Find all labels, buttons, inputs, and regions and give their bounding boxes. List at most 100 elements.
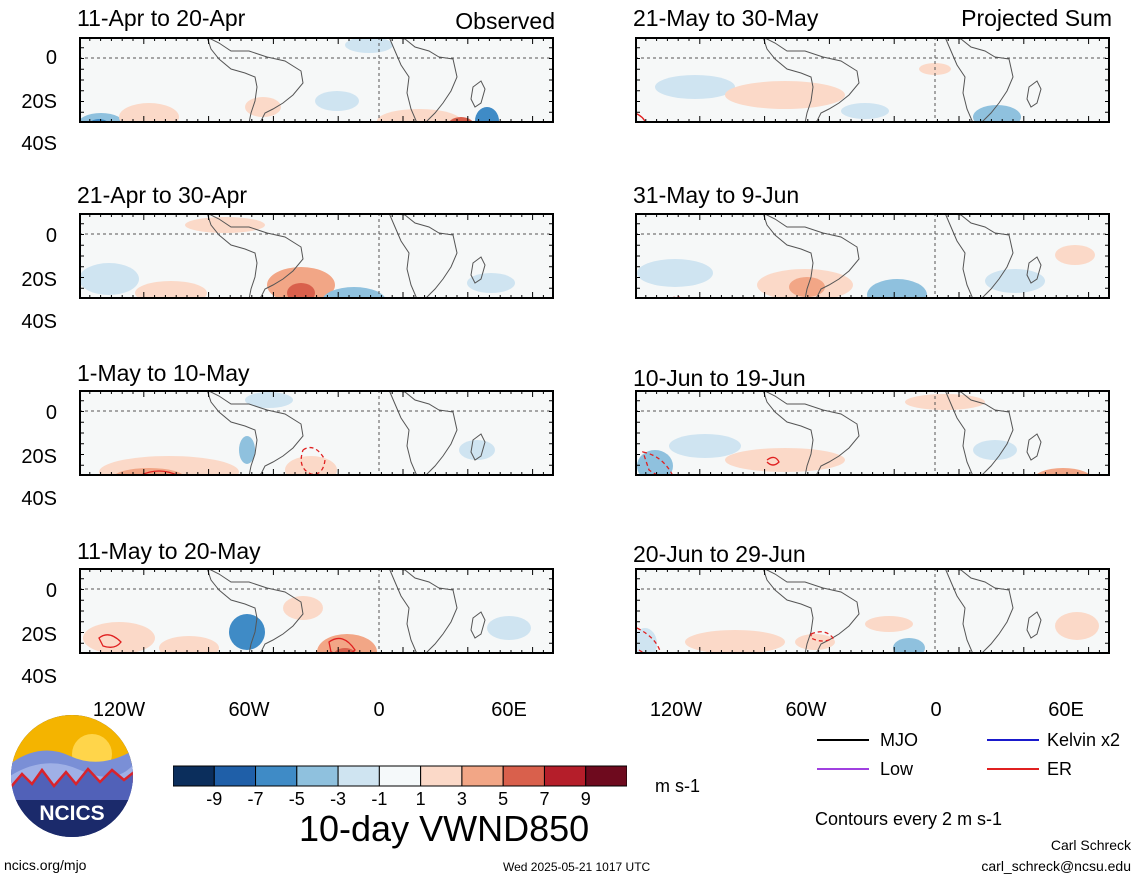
colorbar-swatch [420, 765, 463, 787]
colorbar-tick-label: -9 [206, 789, 223, 809]
x-tick-label: 60E [1048, 699, 1084, 721]
panel-label-projected: Projected Sum [961, 5, 1112, 31]
colorbar-tick-label: 9 [580, 789, 591, 809]
er-contour [642, 451, 674, 476]
y-tick-label: 0 [45, 580, 57, 602]
south-america-outline [762, 37, 860, 123]
x-tick-label: 120W [92, 699, 146, 721]
map-panel [79, 213, 554, 299]
colorbar-swatch [543, 765, 587, 787]
ncics-logo: NCICS [10, 714, 134, 843]
colorbar-tick-label: -3 [330, 789, 347, 809]
panel-title: 20-Jun to 29-Jun [633, 541, 806, 567]
anomaly-region [467, 273, 515, 293]
map-panel [79, 390, 554, 476]
colorbar-swatch [213, 765, 257, 787]
anomaly-region [245, 97, 281, 117]
africa-outline [388, 213, 458, 299]
anomaly-region [725, 81, 845, 109]
anomaly-region [317, 634, 377, 654]
madagascar-outline [1026, 611, 1042, 639]
y-tick-label: 20S [21, 91, 57, 113]
colorbar-tick-label: 1 [415, 789, 426, 809]
map-panel [635, 37, 1110, 123]
madagascar-outline [470, 611, 486, 639]
legend-lines [817, 739, 1039, 770]
y-tick-label: 0 [45, 47, 57, 69]
africa-outline [944, 213, 1014, 299]
y-tick-label: 20S [21, 446, 57, 468]
anomaly-region [725, 448, 845, 472]
logo-text: NCICS [39, 802, 104, 825]
y-tick-label: 40S [21, 133, 57, 155]
africa-outline [944, 37, 1014, 123]
africa-outline [388, 37, 458, 123]
map-canvas [635, 213, 1110, 299]
x-tick-label: 60W [228, 699, 270, 721]
y-tick-label: 0 [45, 402, 57, 424]
panel-title: 31-May to 9-Jun [633, 182, 800, 208]
madagascar-outline [470, 433, 486, 461]
anomaly-region [459, 440, 495, 460]
anomaly-region [669, 434, 741, 458]
map-panel [635, 568, 1110, 654]
south-america-outline [762, 568, 860, 654]
colorbar-swatch [255, 765, 298, 787]
anomaly-region [1055, 245, 1095, 265]
anomaly-region [1034, 468, 1092, 476]
author: Carl Schreck [1050, 837, 1131, 853]
madagascar-outline [470, 256, 486, 284]
anomaly-region [685, 630, 785, 654]
colorbar-tick-label: 5 [498, 789, 509, 809]
anomaly-region [865, 616, 913, 632]
contours-note: Contours every 2 m s-1 [815, 809, 1003, 829]
anomaly-region [637, 259, 713, 287]
south-america-outline [206, 390, 304, 476]
madagascar-outline [1026, 256, 1042, 284]
africa-outline [944, 568, 1014, 654]
anomaly-region [475, 107, 499, 123]
anomaly-region [377, 109, 461, 123]
colorbar-swatch [378, 765, 422, 787]
anomaly-region [283, 596, 323, 620]
map-panel [79, 37, 554, 123]
anomaly-region [635, 628, 657, 654]
y-tick-label: 20S [21, 624, 57, 646]
map-canvas [635, 390, 1110, 476]
y-tick-label: 0 [45, 225, 57, 247]
anomaly-region [973, 440, 1017, 460]
madagascar-outline [1026, 80, 1042, 108]
y-tick-label: 40S [21, 311, 57, 333]
anomaly-region [905, 394, 985, 410]
panel-title: 10-Jun to 19-Jun [633, 365, 806, 391]
er-contour [98, 634, 122, 648]
er-contour [810, 631, 834, 642]
anomaly-region [795, 634, 835, 650]
colorbar-tick-label: -7 [247, 789, 264, 809]
panel-title: 21-Apr to 30-Apr [77, 182, 248, 208]
anomaly-region [119, 103, 179, 123]
map-canvas [79, 390, 554, 476]
africa-outline [388, 568, 458, 654]
colorbar-swatch [502, 765, 545, 787]
x-tick-label: 120W [649, 699, 703, 721]
africa-outline [388, 390, 458, 476]
anomaly-region [315, 91, 359, 111]
y-tick-label: 40S [21, 488, 57, 510]
legend-label-low: Low [880, 759, 914, 779]
er-contour [635, 112, 647, 123]
panel-title: 1-May to 10-May [77, 360, 250, 386]
colorbar-swatch [173, 765, 215, 787]
anomaly-region [229, 614, 265, 650]
panel-title: 21-May to 30-May [633, 5, 819, 31]
anomaly-region [159, 636, 219, 654]
colorbar-tick-label: 7 [539, 789, 550, 809]
anomaly-region [789, 277, 825, 297]
panel-title: 11-Apr to 20-Apr [77, 5, 246, 31]
anomaly-region [83, 622, 155, 654]
map-canvas [635, 568, 1110, 654]
colorbar-swatches [173, 765, 627, 787]
legend-label-er: ER [1047, 759, 1073, 779]
anomaly-region [487, 616, 531, 640]
anomaly-region [985, 269, 1045, 293]
